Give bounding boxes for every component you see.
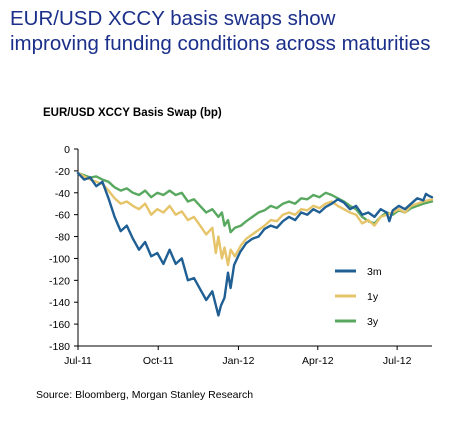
series-line-3y bbox=[76, 171, 434, 234]
headline: EUR/USD XCCY basis swaps show improving … bbox=[10, 6, 462, 56]
y-tick-label: -180 bbox=[49, 341, 70, 353]
y-tick-label: 0 bbox=[64, 144, 70, 156]
y-tick-label: -100 bbox=[49, 253, 70, 265]
legend-label-3y: 3y bbox=[367, 316, 379, 328]
series-line-1y bbox=[76, 171, 434, 267]
legend-label-1y: 1y bbox=[367, 291, 379, 303]
x-tick-label: Jan-12 bbox=[222, 355, 254, 367]
y-tick-label: -120 bbox=[49, 275, 70, 287]
y-tick-label: -60 bbox=[55, 210, 70, 222]
x-tick-label: Oct-11 bbox=[143, 355, 174, 367]
x-tick-label: Apr-12 bbox=[302, 355, 334, 367]
headline-line-1: EUR/USD XCCY basis swaps show bbox=[10, 7, 336, 30]
x-tick-label: Jul-11 bbox=[64, 355, 92, 367]
y-tick-label: -40 bbox=[55, 188, 70, 200]
legend-label-3m: 3m bbox=[367, 266, 382, 278]
y-tick-label: -80 bbox=[55, 232, 70, 244]
y-tick-label: -140 bbox=[49, 297, 70, 309]
y-tick-label: -160 bbox=[49, 319, 70, 331]
source-note: Source: Bloomberg, Morgan Stanley Resear… bbox=[36, 389, 254, 401]
x-tick-label: Jul-12 bbox=[383, 355, 412, 367]
y-tick-label: -20 bbox=[55, 166, 70, 178]
series-line-3m bbox=[76, 171, 434, 317]
chart-title: EUR/USD XCCY Basis Swap (bp) bbox=[43, 107, 222, 119]
headline-line-2: improving funding conditions across matu… bbox=[10, 32, 431, 55]
